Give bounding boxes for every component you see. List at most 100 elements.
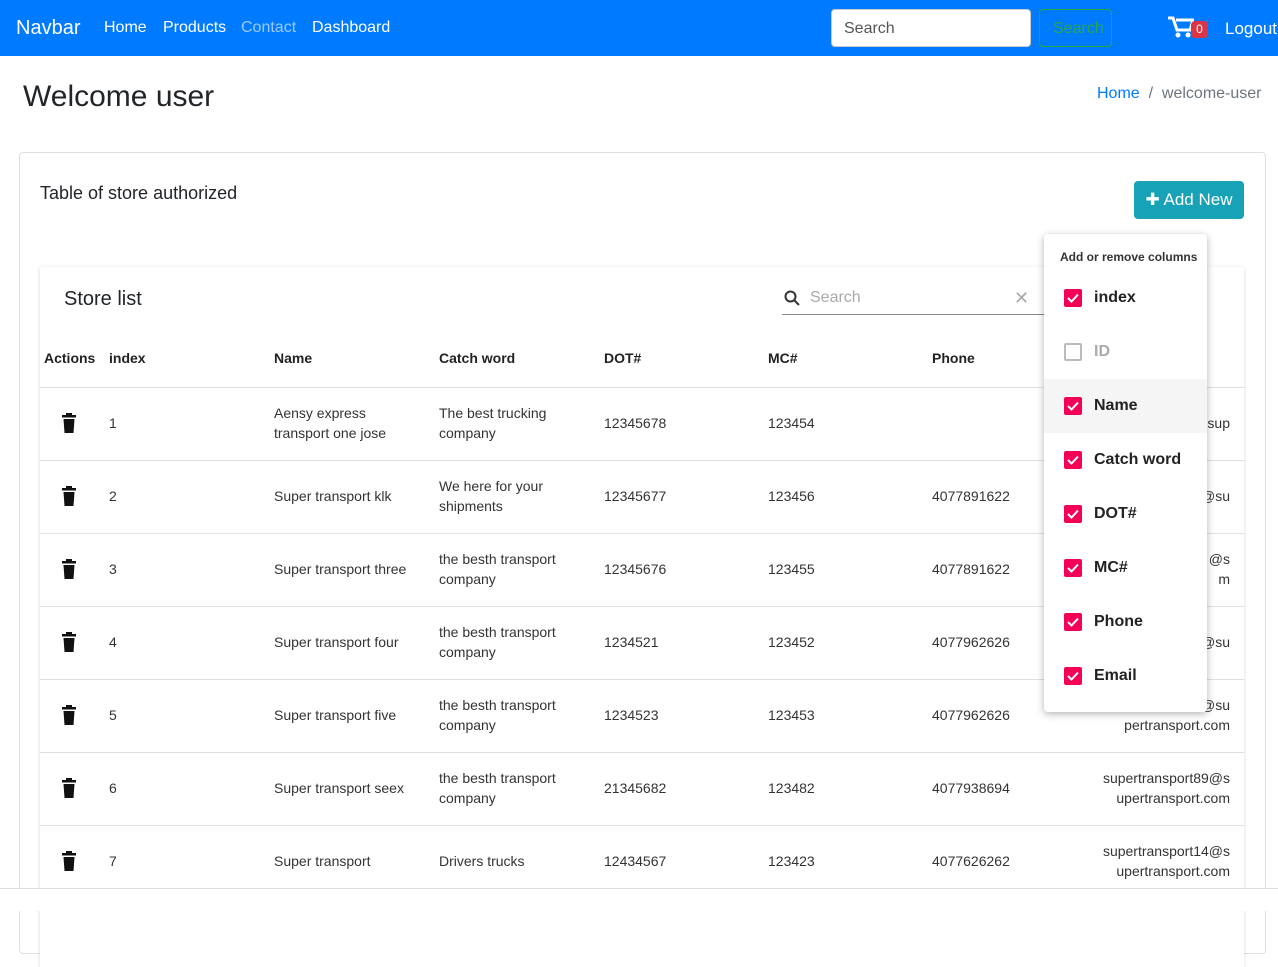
table-cell: 1 (109, 415, 117, 431)
search-input[interactable]: Search (831, 9, 1031, 47)
button-text: Search (1053, 20, 1104, 37)
brand[interactable]: Navbar (16, 17, 81, 39)
email-line: m (1218, 571, 1230, 587)
delete-button[interactable] (61, 851, 77, 871)
checkbox[interactable] (1064, 343, 1082, 361)
checkbox[interactable] (1064, 451, 1082, 469)
table-cell: Super transport seex (274, 780, 404, 796)
column-option[interactable]: DOT# (1094, 505, 1137, 522)
cart-badge: 0 (1191, 21, 1208, 38)
table-cell: Drivers trucks (439, 853, 525, 869)
add-button[interactable]: ✚ Add New (1134, 181, 1244, 219)
table-cell: 4077626262 (932, 853, 1010, 869)
column-header[interactable]: Name (274, 350, 313, 366)
check-icon (1067, 293, 1079, 303)
nav-link[interactable]: Products (163, 19, 227, 36)
table-cell: 123452 (768, 634, 815, 650)
column-header[interactable]: MC# (768, 350, 798, 366)
table-cell: 21345682 (604, 780, 667, 796)
column-option[interactable]: index (1094, 289, 1136, 306)
column-option[interactable]: Email (1094, 667, 1137, 684)
delete-button[interactable] (61, 778, 77, 798)
nav-link[interactable]: Home (104, 19, 147, 36)
check-icon (1067, 671, 1079, 681)
table-cell: the besth transport company (439, 624, 556, 660)
trash-icon (62, 778, 76, 798)
row-divider (40, 533, 1244, 534)
table-cell: Super transport four (274, 634, 399, 650)
cart-icon[interactable] (1168, 16, 1194, 38)
trash-icon (62, 559, 76, 579)
table-cell: 123453 (768, 707, 815, 723)
clear-icon[interactable]: ✕ (1014, 288, 1030, 308)
column-option[interactable]: Catch word (1094, 451, 1182, 468)
navbar: Navbar Search Search 0 Logout Home Produc… (0, 0, 1278, 56)
email-line: pertransport.com (1124, 717, 1230, 733)
check-icon (1067, 401, 1079, 411)
table-cell: The best trucking company (439, 405, 547, 441)
card-title: Table of store authorized (40, 183, 238, 203)
table-cell: 1234523 (604, 707, 659, 723)
email-cell: supertransport14@s upertransport.com (1080, 841, 1230, 881)
email-line: @su (1201, 697, 1230, 713)
checkbox[interactable] (1064, 613, 1082, 631)
table-cell: 4077962626 (932, 634, 1010, 650)
email-line: upertransport.com (1116, 790, 1230, 806)
column-header[interactable]: Actions (44, 350, 96, 366)
column-header[interactable]: DOT# (604, 350, 642, 366)
table-cell: 123455 (768, 561, 815, 577)
table-cell: Super transport klk (274, 488, 392, 504)
nav-link[interactable]: Dashboard (312, 19, 391, 36)
email-line: sup (1207, 415, 1230, 431)
row-divider (40, 752, 1244, 753)
table-search[interactable]: Search ✕ (782, 284, 1044, 315)
checkbox[interactable] (1064, 505, 1082, 523)
checkbox[interactable] (1064, 667, 1082, 685)
checkbox[interactable] (1064, 289, 1082, 307)
email-cell: supertransport89@s upertransport.com (1080, 768, 1230, 808)
search-button[interactable]: Search (1039, 9, 1112, 47)
check-icon (1067, 509, 1079, 519)
email-line: @su (1201, 488, 1230, 504)
column-option[interactable]: Name (1094, 397, 1138, 414)
trash-icon (62, 705, 76, 725)
table-cell: 2 (109, 488, 117, 504)
delete-button[interactable] (61, 559, 77, 579)
email-line: @s (1208, 551, 1230, 567)
breadcrumb-link[interactable]: Home (1097, 85, 1140, 102)
table-title: Store list (64, 288, 142, 310)
row-divider (40, 679, 1244, 680)
email-line: supertransport14@s (1102, 843, 1230, 859)
delete-button[interactable] (61, 486, 77, 506)
menu-title: Add or remove columns (1060, 250, 1198, 264)
column-header[interactable]: Phone (932, 350, 975, 366)
column-option[interactable]: ID (1094, 343, 1110, 360)
column-option[interactable]: MC# (1094, 559, 1128, 576)
delete-button[interactable] (61, 705, 77, 725)
column-header[interactable]: index (109, 350, 146, 366)
delete-button[interactable] (61, 632, 77, 652)
nav-link[interactable]: Contact (241, 19, 297, 36)
column-option[interactable]: Phone (1094, 613, 1143, 630)
table-cell: 12434567 (604, 853, 667, 869)
trash-icon (62, 632, 76, 652)
table-cell: the besth transport company (439, 551, 556, 587)
logout[interactable]: Logout (1225, 19, 1277, 38)
checkbox[interactable] (1064, 397, 1082, 415)
email-cell: @su (1080, 632, 1230, 652)
table-panel (40, 267, 1244, 967)
table-cell: 4077938694 (932, 780, 1010, 796)
checkbox[interactable] (1064, 559, 1082, 577)
table-cell: 3 (109, 561, 117, 577)
trash-icon (62, 851, 76, 871)
row-divider (40, 606, 1244, 607)
table-cell: 123456 (768, 488, 815, 504)
email-cell: sup (1080, 413, 1230, 433)
column-header[interactable]: Catch word (439, 350, 516, 366)
delete-button[interactable] (61, 413, 77, 433)
email-cell: @su pertransport.com (1080, 695, 1230, 735)
table-cell: Super transport (274, 853, 371, 869)
table-cell: 123482 (768, 780, 815, 796)
table-cell: Aensy express transport one jose (274, 405, 387, 441)
check-icon (1067, 455, 1079, 465)
